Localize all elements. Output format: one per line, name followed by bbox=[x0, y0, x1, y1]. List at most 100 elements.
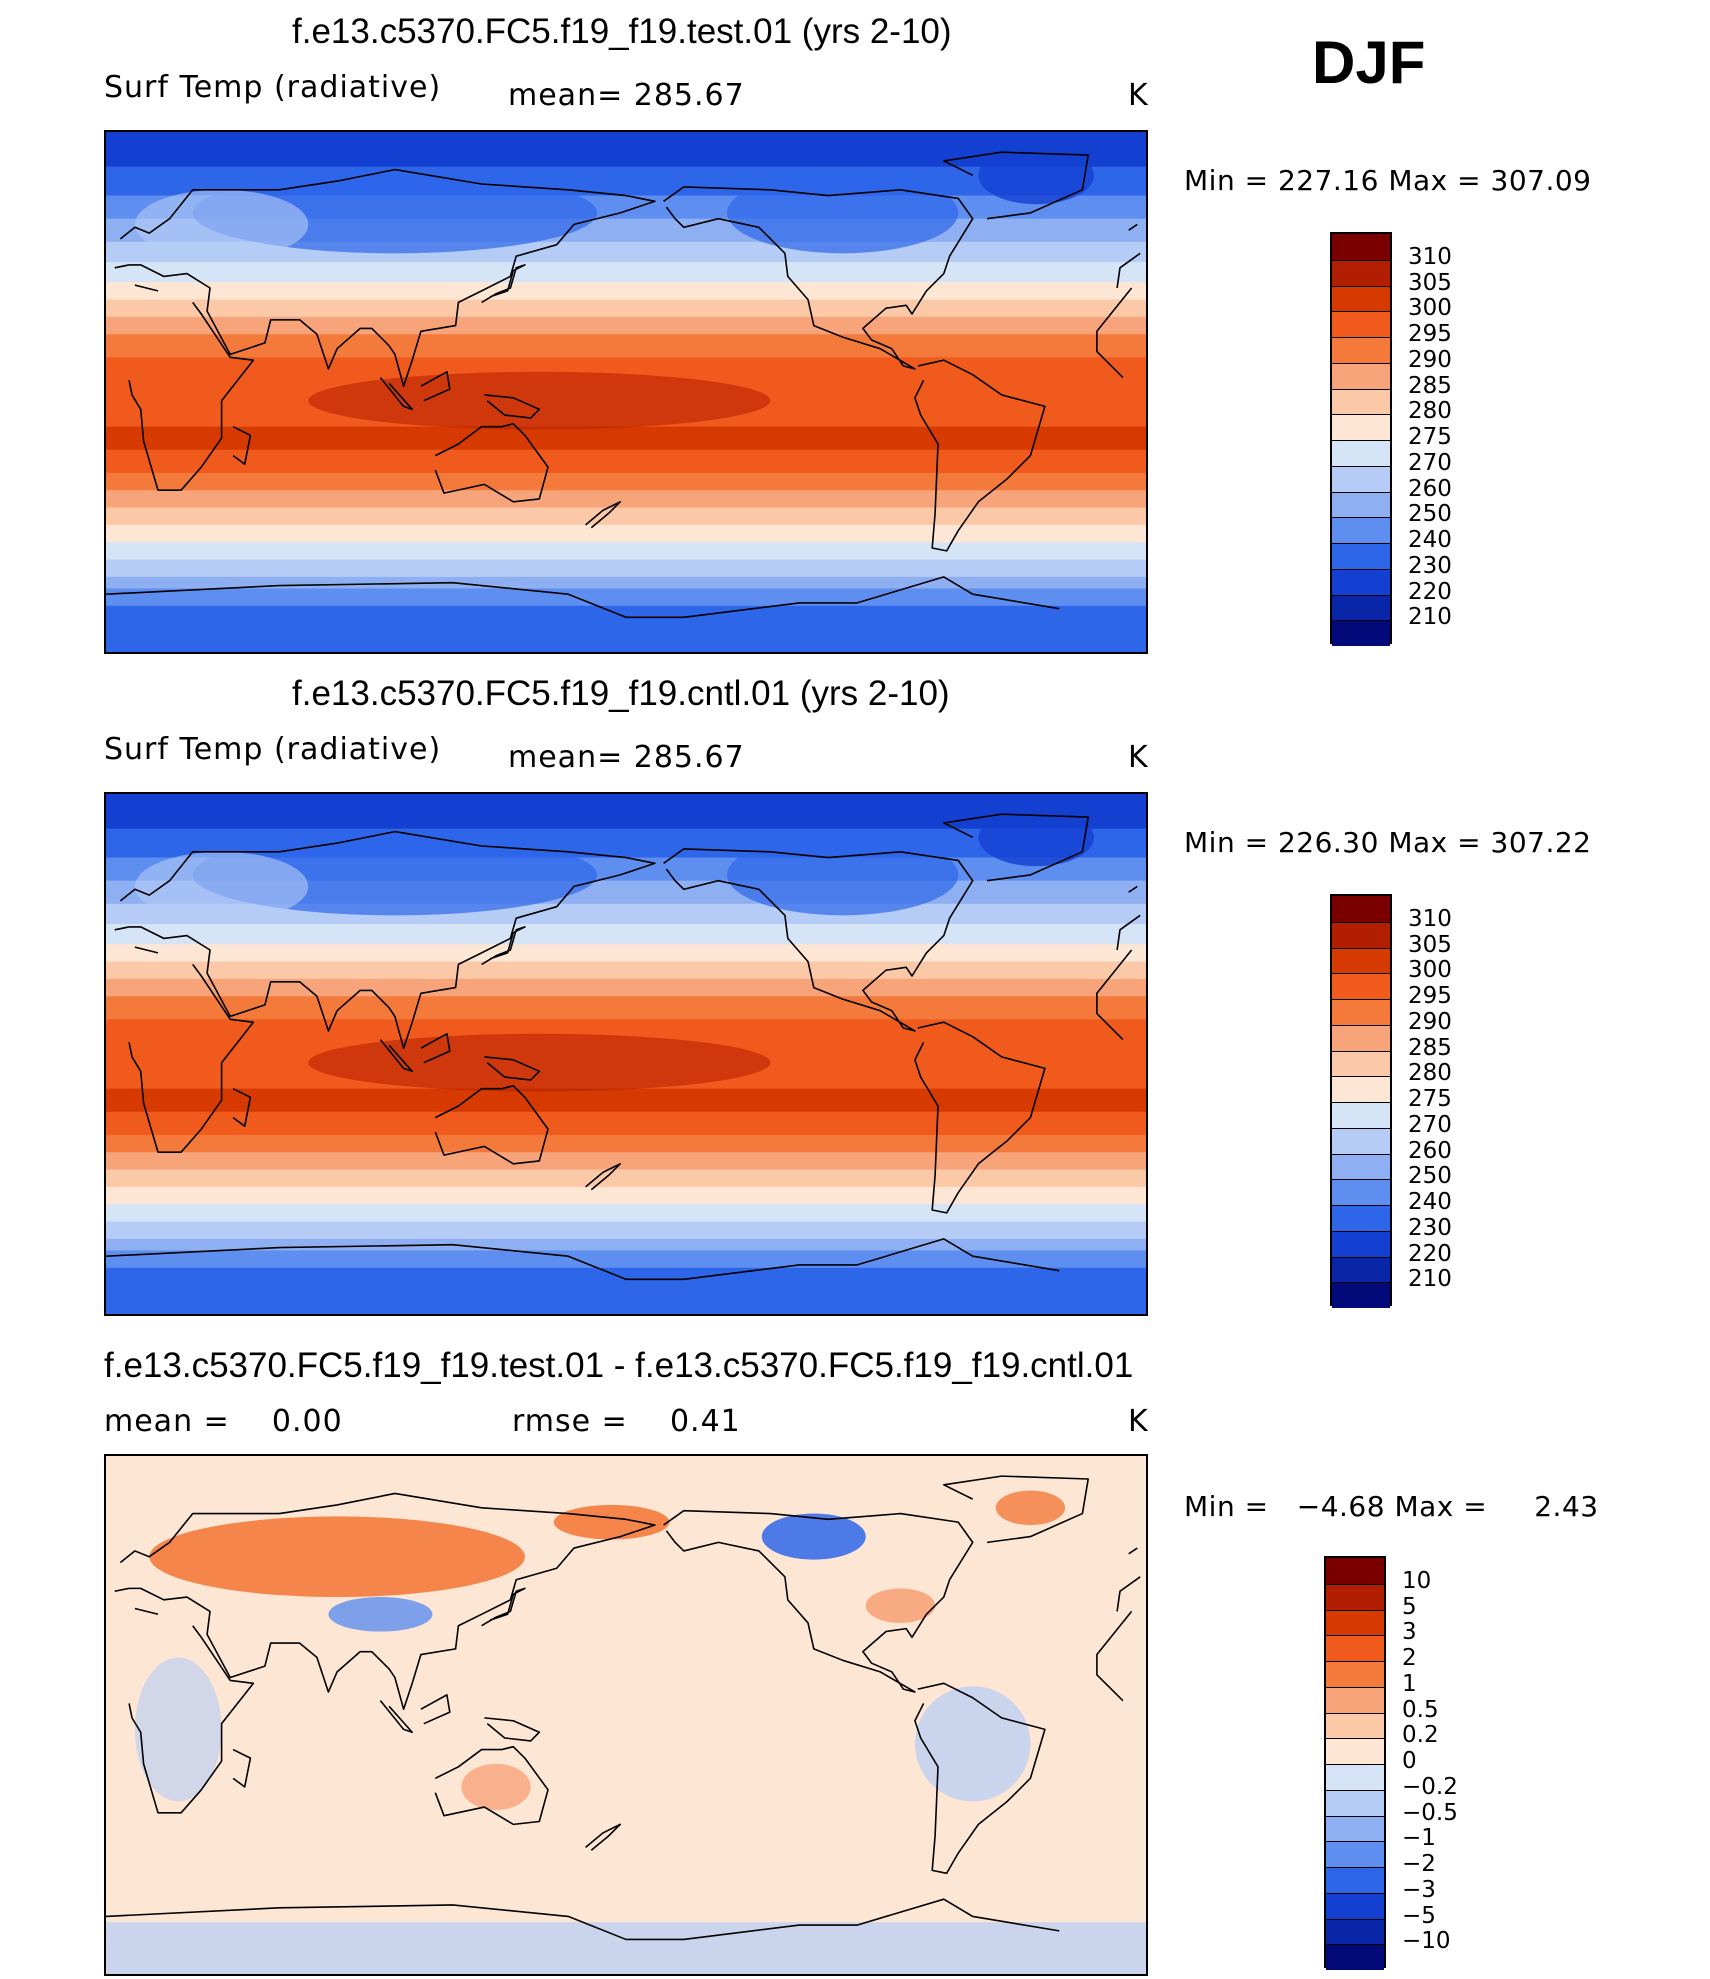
min-label: Min bbox=[1184, 1490, 1236, 1523]
max-label: Max bbox=[1388, 826, 1448, 859]
colorbar-tick-label: 0.5 bbox=[1402, 1696, 1439, 1723]
colorbar-tick-label: 275 bbox=[1408, 1086, 1452, 1112]
colorbar-swatch bbox=[1332, 896, 1390, 922]
colorbar-swatch bbox=[1326, 1583, 1384, 1610]
colorbar-swatch bbox=[1326, 1686, 1384, 1713]
colorbar-swatch bbox=[1332, 362, 1390, 389]
colorbar-swatch bbox=[1332, 999, 1390, 1025]
panel-2-mean-label: mean= 285.67 bbox=[508, 740, 745, 775]
colorbar-swatch bbox=[1326, 1558, 1384, 1584]
colorbar-tick-label: 260 bbox=[1408, 475, 1452, 502]
colorbar-swatch bbox=[1332, 311, 1390, 337]
colorbar-swatch bbox=[1326, 1635, 1384, 1661]
panel-1-min-max: Min = 227.16 Max = 307.09 bbox=[1184, 164, 1592, 197]
colorbar-tick-label: −10 bbox=[1402, 1928, 1451, 1955]
mean-label: mean = bbox=[104, 1404, 230, 1439]
colorbar-tick-label: 240 bbox=[1408, 1189, 1452, 1215]
colorbar-tick-label: 300 bbox=[1408, 295, 1452, 322]
max-value: 307.22 bbox=[1490, 826, 1592, 859]
panel-1-variable-label: Surf Temp (radiative) bbox=[104, 70, 442, 105]
colorbar-swatch bbox=[1326, 1609, 1384, 1636]
colorbar-swatch bbox=[1332, 517, 1390, 543]
colorbar-tick-label: 280 bbox=[1408, 1060, 1452, 1087]
colorbar-swatch bbox=[1326, 1764, 1384, 1790]
colorbar-tick-label: 280 bbox=[1408, 398, 1452, 425]
panel-2-min-max: Min = 226.30 Max = 307.22 bbox=[1184, 826, 1592, 859]
colorbar-tick-label: 295 bbox=[1408, 321, 1452, 347]
colorbar-tick-label: 290 bbox=[1408, 346, 1452, 373]
colorbar-tick-label: 230 bbox=[1408, 1214, 1452, 1241]
colorbar-tick-label: −2 bbox=[1402, 1851, 1436, 1877]
colorbar-tick-label: −1 bbox=[1402, 1825, 1436, 1852]
max-value: 307.09 bbox=[1490, 164, 1592, 197]
colorbar-swatch bbox=[1326, 1712, 1384, 1739]
colorbar-swatch bbox=[1332, 1076, 1390, 1102]
colorbar-swatch bbox=[1332, 1256, 1390, 1283]
colorbar-tick-label: 275 bbox=[1408, 424, 1452, 450]
colorbar-tick-label: 220 bbox=[1408, 1240, 1452, 1267]
colorbar-tick-label: 270 bbox=[1408, 449, 1452, 476]
colorbar-swatch bbox=[1332, 568, 1390, 595]
colorbar-tick-label: 285 bbox=[1408, 372, 1452, 399]
colorbar-tick-label: 220 bbox=[1408, 578, 1452, 605]
colorbar-swatch bbox=[1332, 414, 1390, 440]
colorbar-tick-label: −3 bbox=[1402, 1876, 1436, 1903]
colorbar-swatch bbox=[1332, 285, 1390, 312]
panel-3-map bbox=[104, 1454, 1148, 1976]
panel-1-units: K bbox=[1128, 78, 1149, 113]
season-label: DJF bbox=[1312, 29, 1426, 96]
colorbar-swatch bbox=[1332, 1205, 1390, 1231]
colorbar-swatch bbox=[1326, 1918, 1384, 1945]
colorbar-swatch bbox=[1332, 594, 1390, 621]
panel-2-units: K bbox=[1128, 740, 1149, 775]
colorbar-tick-label: 250 bbox=[1408, 1163, 1452, 1190]
colorbar-swatch bbox=[1332, 491, 1390, 518]
colorbar-tick-label: 0.2 bbox=[1402, 1722, 1439, 1749]
panel-3-min-max: Min = −4.68 Max = 2.43 bbox=[1184, 1490, 1599, 1523]
panel-3-mean-label: mean = 0.00 bbox=[104, 1404, 343, 1439]
colorbar-swatch bbox=[1326, 1661, 1384, 1687]
colorbar-tick-label: 300 bbox=[1408, 957, 1452, 984]
colorbar-tick-label: 1 bbox=[1402, 1670, 1417, 1697]
colorbar-swatch bbox=[1332, 234, 1390, 260]
colorbar-swatch bbox=[1332, 1153, 1390, 1180]
colorbar-swatch bbox=[1326, 1892, 1384, 1919]
max-label: Max bbox=[1388, 164, 1448, 197]
colorbar-tick-label: 310 bbox=[1408, 905, 1452, 932]
colorbar-swatch bbox=[1326, 1815, 1384, 1842]
panel-1-mean-label: mean= 285.67 bbox=[508, 78, 745, 113]
panel-2-map bbox=[104, 792, 1148, 1316]
colorbar-swatch bbox=[1326, 1867, 1384, 1893]
panel-2-variable-label: Surf Temp (radiative) bbox=[104, 732, 442, 767]
colorbar-tick-label: 210 bbox=[1408, 1266, 1452, 1293]
colorbar-swatch bbox=[1326, 1738, 1384, 1764]
colorbar-tick-label: −5 bbox=[1402, 1902, 1436, 1929]
colorbar-swatch bbox=[1332, 1024, 1390, 1051]
colorbar-tick-label: 2 bbox=[1402, 1645, 1417, 1671]
colorbar-swatch bbox=[1326, 1789, 1384, 1816]
colorbar-swatch bbox=[1332, 465, 1390, 492]
colorbar-tick-label: 230 bbox=[1408, 552, 1452, 579]
colorbar-swatch bbox=[1332, 620, 1390, 646]
colorbar-tick-label: 260 bbox=[1408, 1137, 1452, 1164]
panel-1-map bbox=[104, 130, 1148, 654]
colorbar-tick-label: 290 bbox=[1408, 1008, 1452, 1035]
max-value: 2.43 bbox=[1534, 1490, 1599, 1523]
colorbar-swatch bbox=[1332, 440, 1390, 466]
colorbar-swatch bbox=[1332, 947, 1390, 974]
colorbar-tick-label: 270 bbox=[1408, 1111, 1452, 1138]
colorbar-swatch bbox=[1326, 1841, 1384, 1867]
colorbar-swatch bbox=[1326, 1944, 1384, 1970]
colorbar-swatch bbox=[1332, 1230, 1390, 1257]
colorbar-swatch bbox=[1332, 973, 1390, 999]
min-value: −4.68 bbox=[1296, 1490, 1386, 1523]
min-value: 226.30 bbox=[1277, 826, 1379, 859]
colorbar-tick-label: 0 bbox=[1402, 1748, 1417, 1774]
mean-value: 0.00 bbox=[271, 1404, 343, 1439]
panel-2-title: f.e13.c5370.FC5.f19_f19.cntl.01 (yrs 2-1… bbox=[292, 674, 950, 713]
panel-3-rmse-label: rmse = 0.41 bbox=[512, 1404, 741, 1439]
colorbar-tick-label: 210 bbox=[1408, 604, 1452, 631]
colorbar-swatch bbox=[1332, 921, 1390, 948]
colorbar-swatch bbox=[1332, 259, 1390, 286]
colorbar-tick-label: 310 bbox=[1408, 243, 1452, 270]
